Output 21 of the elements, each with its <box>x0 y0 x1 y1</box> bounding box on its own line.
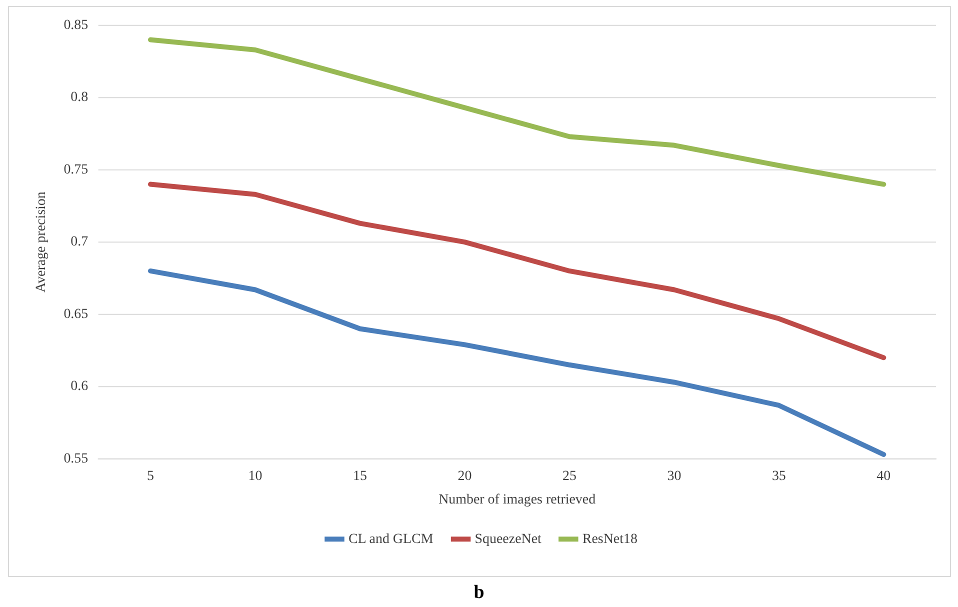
x-tick-label: 5 <box>146 468 154 484</box>
text: b <box>472 582 486 604</box>
y-tick-label: 0.65 <box>64 306 88 322</box>
x-tick-label: 20 <box>458 468 472 484</box>
y-tick-label: 0.8 <box>70 90 88 106</box>
x-tick-label: 10 <box>248 468 262 484</box>
x-tick-label: 30 <box>667 468 682 484</box>
x-tick-label: 25 <box>562 468 576 484</box>
y-tick-label: 0.7 <box>70 234 88 250</box>
y-tick-label: 0.75 <box>64 162 88 178</box>
legend-label: CL and GLCM <box>348 532 434 547</box>
y-tick-label: 0.55 <box>64 451 88 466</box>
x-tick-label: 35 <box>772 468 786 484</box>
x-tick-label: 15 <box>352 468 367 484</box>
x-axis-title: Number of images retrieved <box>438 492 596 508</box>
legend-label: ResNet18 <box>582 532 638 547</box>
y-tick-label: 0.85 <box>64 18 88 33</box>
legend-label: SqueezeNet <box>474 532 542 547</box>
x-tick-label: 40 <box>876 468 891 484</box>
y-axis-title: Average precision <box>34 192 49 292</box>
y-tick-label: 0.6 <box>70 379 88 394</box>
